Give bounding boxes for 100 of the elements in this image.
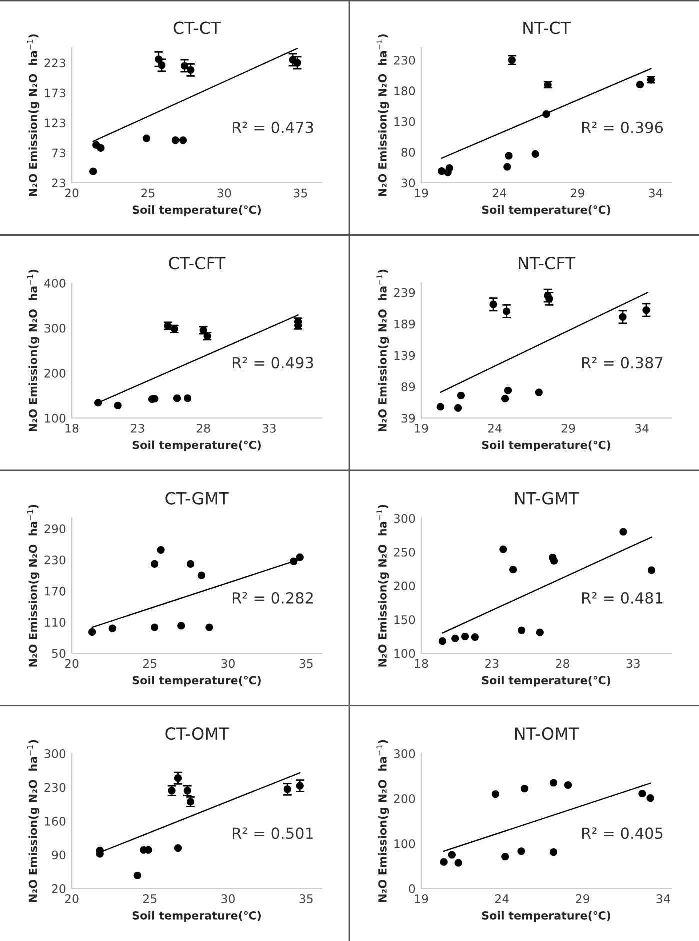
x-tick-label: 18 [66,424,79,433]
point [296,782,304,790]
x-axis-title: Soil temperature(℃) [482,676,610,687]
y-tick-label: 290 [44,524,66,534]
x-tick-label: 28 [556,659,570,668]
x-axis-title: Soil temperature(℃) [482,440,610,452]
y-tick-label: 200 [44,368,66,378]
annotation: R² = 0.473 [233,122,314,134]
annotation: R² = 0.493 [233,357,314,369]
y-tick-label: 173 [45,88,66,98]
y-axis-title: N₂O Emission(g N₂O ha$^{−1}$) [27,34,40,196]
point [646,794,654,802]
y-tick-label: 180 [394,86,416,96]
point [172,136,180,144]
annotation: R² = 0.405 [582,828,663,840]
x-tick-label: 35 [300,894,313,904]
y-axis-title: N₂O Emission(g N₂O ha$^{−1}$) [376,34,390,196]
annotation: R² = 0.481 [582,592,663,604]
y-axis-title: N₂O Emission(g N₂O ha$^{−1}$) [376,270,390,432]
point [550,557,558,565]
y-tick-label: 139 [394,351,416,360]
point [438,168,446,176]
y-tick-label: 39 [402,414,416,423]
y-tick-label: 123 [45,118,66,128]
point [492,790,500,798]
point [504,163,512,171]
x-tick-label: 25 [143,659,157,668]
x-tick-label: 20 [65,894,79,904]
y-tick-label: 30 [402,178,416,188]
x-tick-label: 20 [65,188,79,198]
point [648,566,656,574]
y-tick-label: 230 [44,556,66,565]
x-tick-label: 18 [415,659,428,668]
point [184,394,192,402]
point [94,399,102,407]
point [550,779,558,787]
x-tick-label: 19 [415,894,428,904]
point [284,786,292,794]
x-tick-label: 20 [65,659,79,668]
point [620,528,628,536]
x-tick-label: 28 [196,424,210,433]
chart-title: NT-CFT [519,256,576,270]
y-tick-label: 23 [52,178,66,188]
point [510,566,518,574]
y-tick-label: 300 [394,749,416,758]
y-tick-label: 250 [394,548,416,557]
y-tick-label: 89 [402,382,416,392]
annotation: R² = 0.282 [233,592,313,604]
point [471,633,479,642]
y-tick-label: 100 [394,839,416,848]
x-tick-label: 30 [222,894,235,904]
y-tick-label: 230 [394,56,416,65]
point [206,624,214,632]
x-tick-label: 23 [485,659,499,668]
y-tick-label: 170 [45,586,66,596]
point [155,56,163,64]
point [151,624,159,632]
x-tick-label: 30 [222,659,235,668]
y-tick-label: 20 [52,884,66,894]
point [502,852,510,861]
point [296,554,304,562]
y-tick-label: 110 [45,618,66,627]
x-axis-title: Soil temperature(℃) [132,440,261,452]
x-axis-title: Soil temperature(℃) [132,911,261,922]
x-tick-label: 25 [143,894,157,904]
x-tick-label: 29 [562,424,576,433]
y-tick-label: 100 [45,414,66,423]
point [636,81,644,89]
point [436,403,444,411]
y-tick-label: 50 [52,649,66,658]
y-tick-label: 400 [44,278,66,288]
point [535,388,543,396]
y-axis-title: N₂O Emission(g N₂O ha$^{−1}$) [27,270,40,432]
annotation: R² = 0.501 [233,828,314,840]
chart-title: CT-CFT [169,256,226,270]
point [97,144,105,152]
annotation: R² = 0.396 [582,122,664,134]
point [198,572,206,580]
y-tick-label: 73 [52,148,66,158]
y-tick-label: 223 [44,58,66,68]
point [174,844,182,852]
y-tick-label: 189 [394,320,416,329]
point [504,386,512,394]
chart-title: CT-CT [174,22,222,34]
chart-title: NT-OMT [515,727,580,740]
x-tick-label: 24 [496,894,509,904]
x-tick-label: 24 [488,424,502,433]
point [454,859,462,867]
point [500,546,508,554]
y-tick-label: 160 [45,816,66,826]
point [452,634,460,642]
point [457,392,466,400]
point [638,790,646,798]
y-tick-label: 300 [44,324,66,333]
y-axis-title: N₂O Emission(g N₂O ha$^{−1}$) [27,740,40,902]
y-tick-label: 239 [394,288,416,298]
chart-title: NT-GMT [516,492,580,505]
x-tick-label: 34 [635,424,649,433]
point [550,848,558,856]
chart-title: NT-CT [524,22,572,34]
